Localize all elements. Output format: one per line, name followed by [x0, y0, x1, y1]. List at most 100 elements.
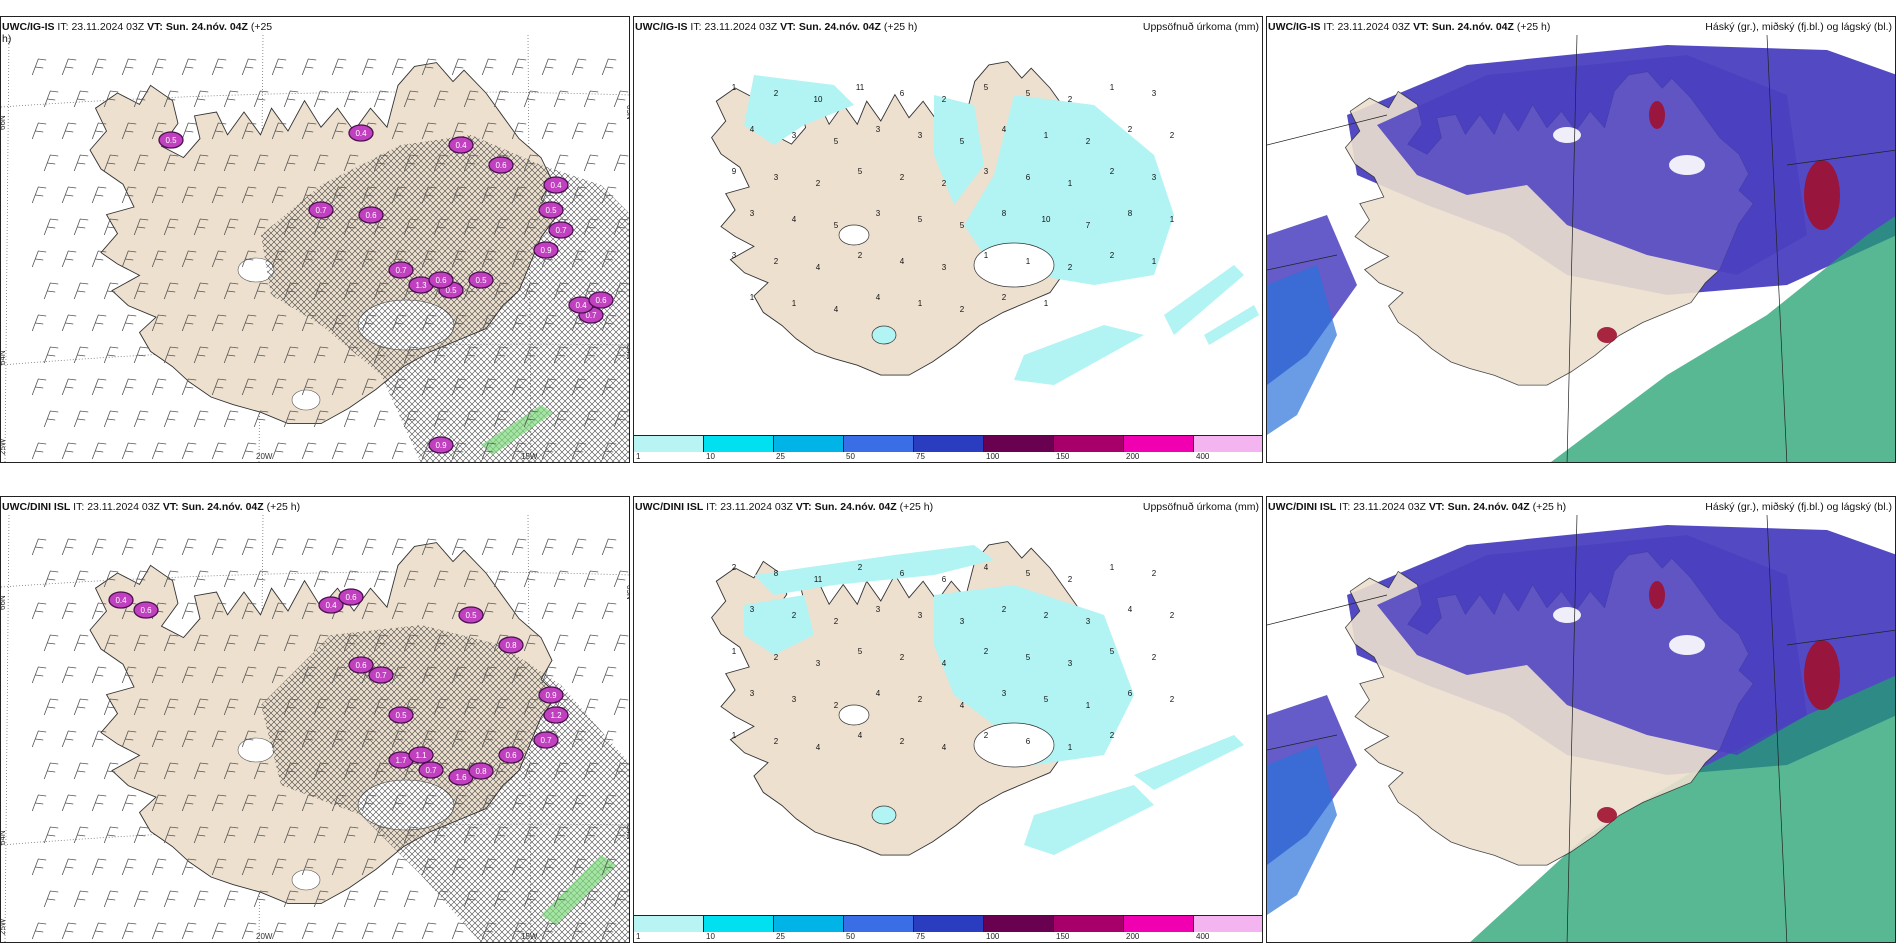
cell-value-label: 0.4 [115, 596, 127, 605]
wind-barb [553, 826, 569, 844]
wind-barb [463, 410, 479, 428]
wind-barb [283, 218, 299, 236]
wind-barb [511, 602, 527, 620]
wind-barb [553, 762, 569, 780]
wind-barb [91, 538, 107, 556]
wind-barb [43, 890, 59, 908]
precip-areas [744, 75, 1259, 385]
wind-barb [61, 250, 77, 268]
wind-barb [511, 442, 527, 460]
wind-barb [373, 346, 389, 364]
wind-barb [133, 762, 149, 780]
panel-title: UWC/IG-IS IT: 23.11.2024 03Z VT: Sun. 24… [2, 21, 273, 33]
wind-barb [523, 90, 539, 108]
wind-barb [463, 346, 479, 364]
wind-barb [373, 410, 389, 428]
wind-barb [451, 378, 467, 396]
wind-barb [91, 922, 107, 940]
precip-value-label: 2 [942, 95, 947, 104]
wind-barb [511, 122, 527, 140]
red-cloud-patches [1597, 101, 1840, 343]
colorbar-tick-label: 25 [776, 932, 785, 941]
wind-barb [421, 602, 437, 620]
precip-area [744, 75, 854, 145]
wind-barb [361, 858, 377, 876]
wind-barb [511, 378, 527, 396]
colorbar-cell [914, 436, 984, 452]
red-cloud-patch [1597, 807, 1617, 823]
convective-cell [458, 606, 484, 624]
convective-cell [448, 136, 474, 154]
colorbar-tick-label: 1 [636, 452, 641, 461]
precip-value-label: 3 [984, 167, 989, 176]
wind-barb [493, 346, 509, 364]
wind-barb [91, 250, 107, 268]
wind-barb [121, 538, 137, 556]
wind-barb [583, 762, 599, 780]
precip-value-label: 4 [858, 731, 863, 740]
colorbar-cell [844, 916, 914, 932]
cell-value-label: 0.6 [345, 593, 357, 602]
wind-barb [151, 250, 167, 268]
wind-barb [373, 570, 389, 588]
glacier [871, 805, 897, 825]
wind-barb [151, 858, 167, 876]
precip-area [934, 95, 984, 205]
precip-value-label: 5 [1026, 653, 1031, 662]
precip-value-label: 3 [1152, 173, 1157, 182]
wind-barb [61, 922, 77, 940]
wind-barb [571, 858, 587, 876]
wind-barb [493, 410, 509, 428]
precip-value-label: 5 [858, 647, 863, 656]
wind-barb [121, 666, 137, 684]
wind-barb [451, 794, 467, 812]
colorbar-cell [1054, 916, 1124, 932]
wind-barb [343, 570, 359, 588]
precip-value-label: 2 [774, 737, 779, 746]
colorbar-cell [704, 436, 774, 452]
wind-barb [463, 570, 479, 588]
wind-barb [391, 58, 407, 76]
wind-barb [583, 826, 599, 844]
wind-barb [451, 122, 467, 140]
wind-barb [181, 858, 197, 876]
cell-value-label: 1.7 [395, 756, 407, 765]
cell-value-label: 0.6 [365, 211, 377, 220]
wind-barb [523, 698, 539, 716]
wind-barb [193, 90, 209, 108]
wind-barb [523, 762, 539, 780]
wind-barb [181, 186, 197, 204]
wind-barb [223, 826, 239, 844]
wind-barb [421, 666, 437, 684]
wind-barb [73, 762, 89, 780]
wind-barb [121, 730, 137, 748]
wind-barb [391, 858, 407, 876]
wind-barb [583, 346, 599, 364]
wind-barb [463, 890, 479, 908]
wind-barb [601, 922, 617, 940]
precip-value-label: 2 [1002, 605, 1007, 614]
wind-barb [601, 602, 617, 620]
precip-value-label: 5 [858, 167, 863, 176]
precip-value-label: 4 [750, 125, 755, 134]
wind-barb [391, 122, 407, 140]
convective-cells: 0.50.40.40.60.40.50.70.90.71.30.50.50.60… [158, 124, 614, 454]
wind-barb [361, 58, 377, 76]
wind-barb [523, 890, 539, 908]
cell-value-label: 0.4 [455, 141, 467, 150]
precip-area [934, 585, 1134, 765]
wind-barb [271, 730, 287, 748]
convective-cell [498, 636, 524, 654]
lat-label: 65N [625, 105, 630, 120]
precip-value-label: 9 [732, 167, 737, 176]
wind-barb [313, 282, 329, 300]
wind-barb [283, 570, 299, 588]
wind-barb [43, 762, 59, 780]
wind-barb [73, 218, 89, 236]
colorbar-cell [774, 916, 844, 932]
panel-precip-igis: UWC/IG-IS IT: 23.11.2024 03Z VT: Sun. 24… [633, 16, 1263, 463]
precip-value-label: 10 [1042, 215, 1051, 224]
cell-value-label: 0.7 [425, 766, 437, 775]
wind-barb [571, 794, 587, 812]
wind-barb [253, 90, 269, 108]
